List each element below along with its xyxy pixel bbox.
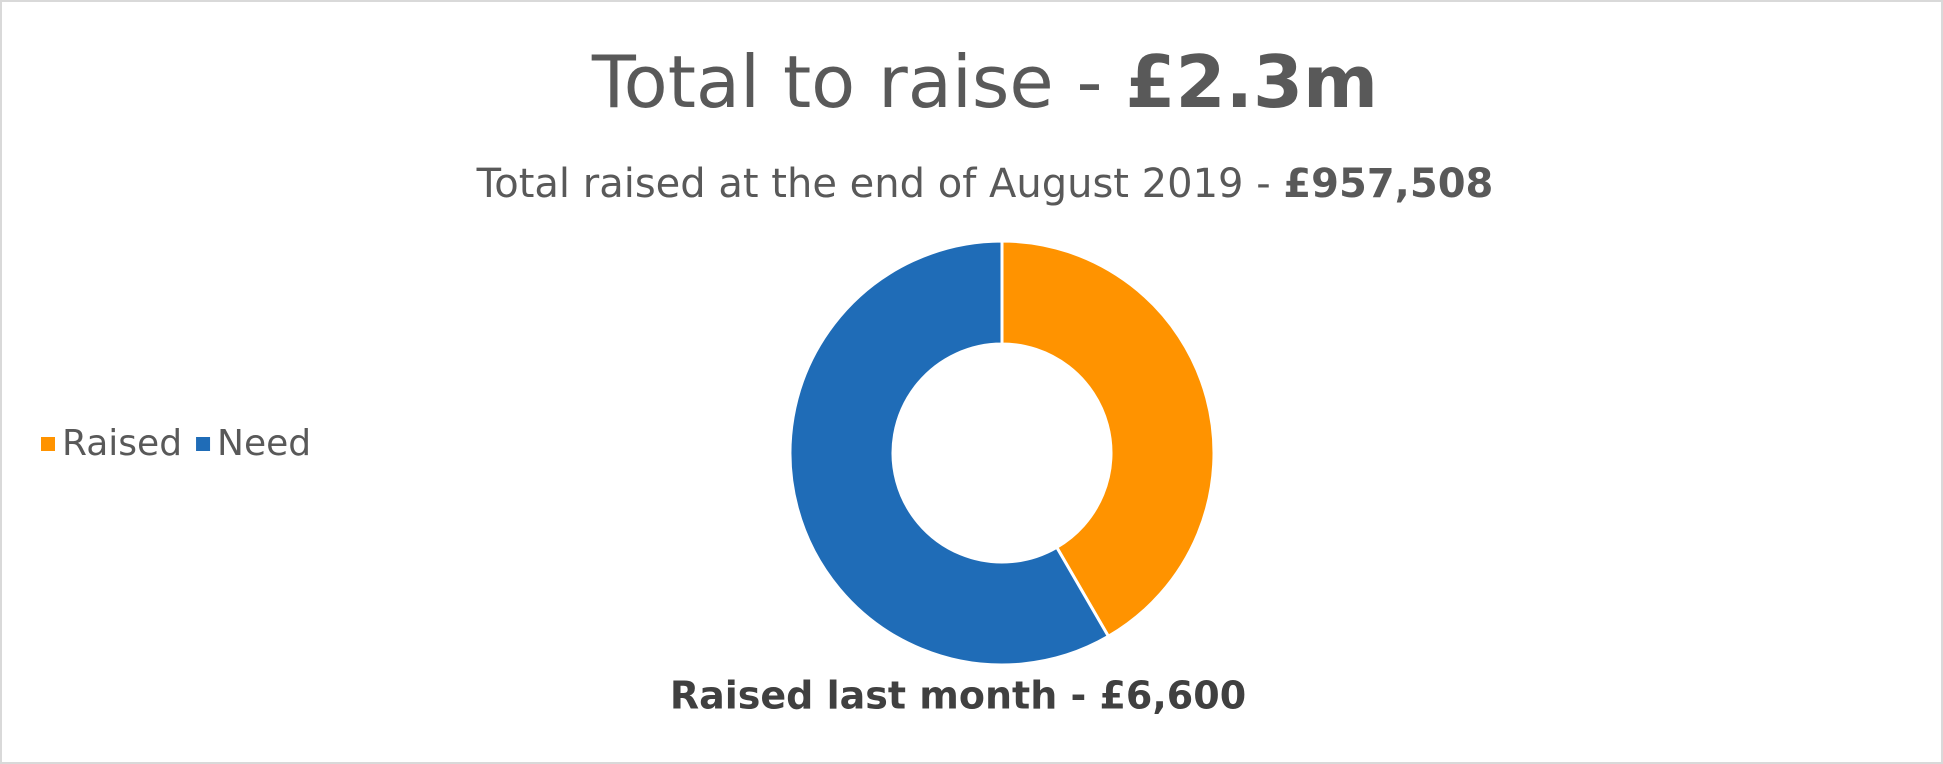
- legend-swatch: [196, 437, 211, 451]
- subtitle-text: Total raised at the end of August 2019 -: [476, 161, 1284, 207]
- chart-subtitle: Total raised at the end of August 2019 -…: [476, 161, 1494, 207]
- title-text: Total to raise -: [591, 40, 1126, 124]
- donut-segment: [1000, 239, 1216, 639]
- chart-title: Total to raise - £2.3m: [591, 40, 1378, 124]
- donut-segment: [788, 239, 1111, 667]
- title-emphasis: £2.3m: [1125, 40, 1378, 124]
- legend-label: Raised: [62, 423, 182, 464]
- legend: Raised Need: [41, 423, 311, 464]
- subtitle-emphasis: £957,508: [1283, 161, 1493, 207]
- annotation: Raised last month - £6,600: [670, 674, 1246, 718]
- legend-label: Need: [217, 423, 311, 464]
- legend-swatch: [41, 437, 55, 451]
